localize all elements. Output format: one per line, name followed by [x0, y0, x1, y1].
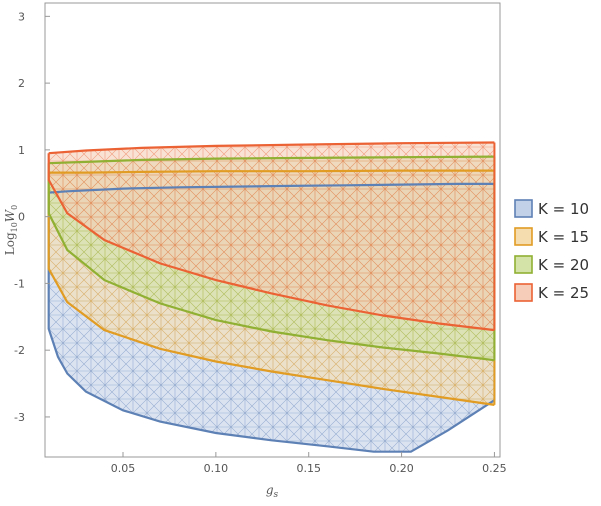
x-tick-label: 0.10	[204, 462, 229, 475]
lower-boundary-k-15	[47, 172, 495, 406]
upper-boundary-k-10	[48, 182, 495, 194]
upper-boundary-k-20	[48, 155, 495, 165]
upper-boundary-k-25	[48, 141, 495, 155]
lower-boundary-k-25	[47, 153, 495, 332]
legend-swatch-k-15	[514, 227, 533, 246]
y-tick-label: -3	[14, 411, 25, 424]
y-tick-label: 0	[18, 211, 25, 224]
x-tick-label: 0.05	[111, 462, 136, 475]
legend-swatch-k-10	[514, 199, 533, 218]
region-hatch-k-25	[48, 142, 495, 331]
x-axis-label: gs	[266, 483, 279, 500]
y-axis: -3 -2 -1 0 1 2 3	[14, 10, 50, 424]
legend-label-k-25: K = 25	[538, 284, 589, 302]
x-tick-label: 0.15	[296, 462, 321, 475]
legend-label-k-10: K = 10	[538, 200, 589, 218]
x-tick-label: 0.25	[482, 462, 507, 475]
lower-boundary-k-20	[47, 163, 495, 362]
upper-boundary-k-15	[48, 169, 495, 174]
x-axis: 0.05 0.10 0.15 0.20 0.25	[111, 452, 507, 475]
y-tick-label: 2	[18, 77, 25, 90]
y-tick-label: 3	[18, 10, 25, 23]
x-tick-label: 0.20	[389, 462, 414, 475]
y-tick-label: 1	[18, 144, 25, 157]
legend-swatch-k-20	[514, 255, 533, 274]
y-tick-label: -1	[14, 277, 25, 290]
legend: K = 10 K = 15 K = 20 K = 25	[514, 199, 589, 302]
legend-label-k-20: K = 20	[538, 256, 589, 274]
y-tick-label: -2	[14, 344, 25, 357]
y-axis-label: Log10W0	[3, 205, 19, 256]
boundary-layer	[47, 141, 496, 453]
legend-label-k-15: K = 15	[538, 228, 589, 246]
legend-swatch-k-25	[514, 283, 533, 302]
lower-boundary-k-10	[47, 192, 495, 453]
region-layer	[48, 142, 495, 452]
